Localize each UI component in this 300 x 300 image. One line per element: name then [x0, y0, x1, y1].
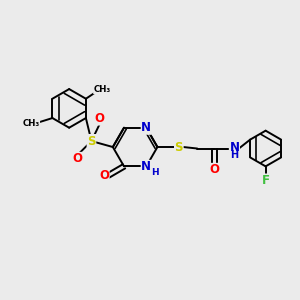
Text: O: O [99, 169, 109, 182]
Text: CH₃: CH₃ [22, 119, 40, 128]
Text: N: N [230, 141, 239, 154]
Text: N: N [141, 160, 151, 173]
Text: CH₃: CH₃ [94, 85, 111, 94]
Text: O: O [73, 152, 82, 165]
Text: F: F [262, 174, 270, 187]
Text: O: O [209, 164, 220, 176]
Text: H: H [151, 168, 158, 177]
Text: H: H [230, 150, 238, 160]
Text: S: S [87, 135, 96, 148]
Text: S: S [175, 140, 183, 154]
Text: O: O [95, 112, 105, 125]
Text: N: N [141, 121, 151, 134]
